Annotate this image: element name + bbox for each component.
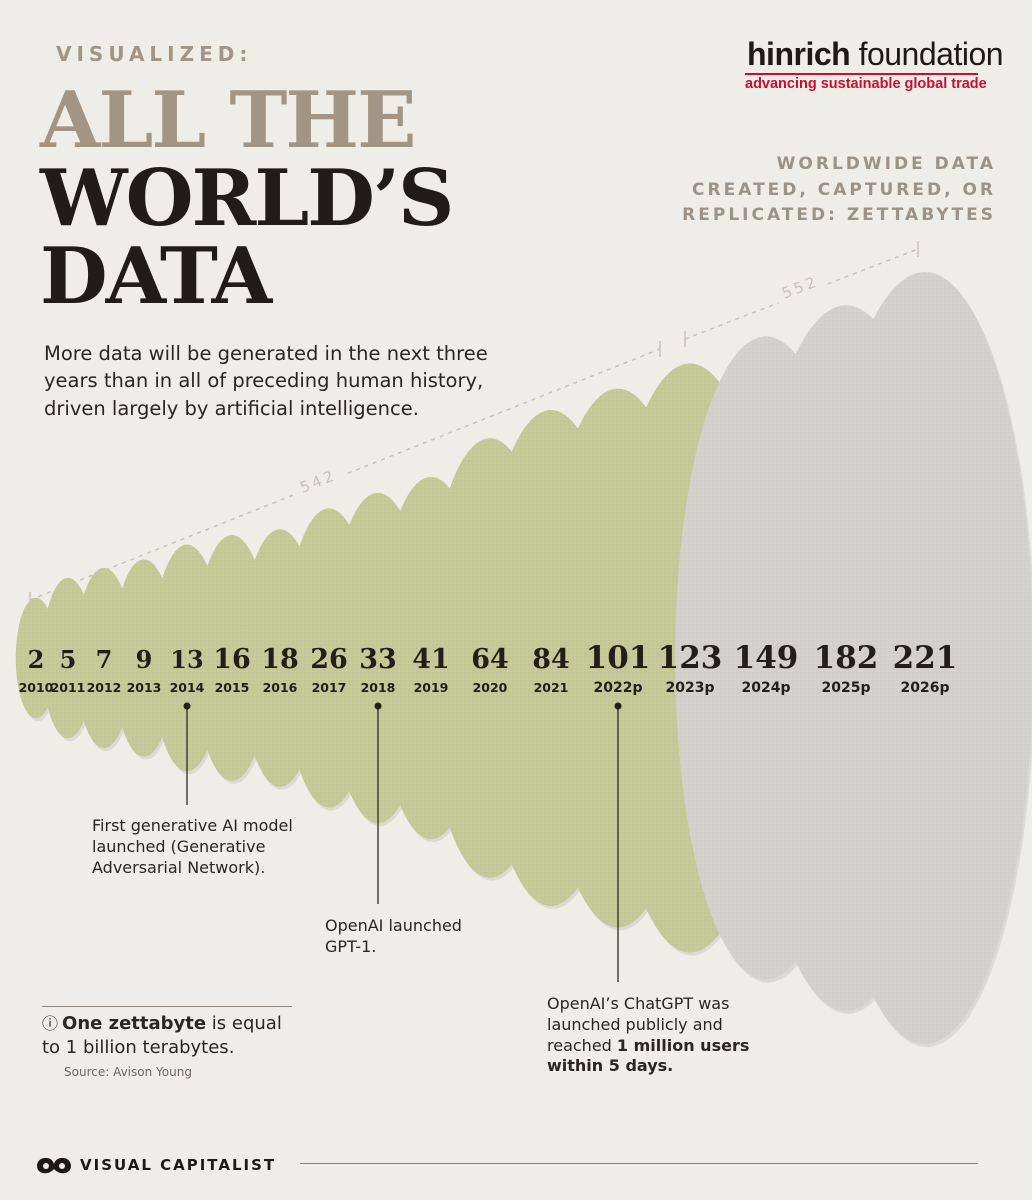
category-label: 2019 bbox=[414, 680, 449, 695]
source: Source: Avison Young bbox=[64, 1065, 192, 1079]
annotation-text: First generative AI model launched (Gene… bbox=[92, 816, 293, 877]
info-text: is equal to 1 billion terabytes. bbox=[42, 1013, 282, 1059]
annotation-text: OpenAI launched GPT-1. bbox=[325, 916, 462, 956]
category-label: 2020 bbox=[473, 680, 508, 695]
category-label: 2022p bbox=[594, 680, 643, 696]
value-label: 33 bbox=[359, 644, 397, 675]
bracket-label-bg bbox=[290, 463, 347, 502]
annotation-highlight: 1 million users within 5 days. bbox=[547, 1035, 750, 1076]
visual-capitalist-logo-icon bbox=[37, 1157, 71, 1174]
category-label: 2026p bbox=[901, 680, 950, 696]
data-bubble bbox=[816, 272, 1032, 1047]
bracket-line bbox=[684, 248, 919, 340]
bracket-label-bg bbox=[772, 269, 829, 307]
value-label: 2 bbox=[28, 645, 45, 674]
category-label: 2024p bbox=[742, 680, 791, 696]
annotation-2022: OpenAI’s ChatGPT was launched publicly a… bbox=[547, 994, 757, 1077]
value-label: 41 bbox=[412, 644, 450, 675]
annotation-2018: OpenAI launched GPT-1. bbox=[325, 916, 495, 958]
value-label: 123 bbox=[658, 640, 723, 676]
footer-divider bbox=[300, 1163, 978, 1164]
kicker: VISUALIZED: bbox=[56, 42, 253, 66]
value-label: 101 bbox=[586, 640, 651, 676]
category-label: 2018 bbox=[361, 680, 396, 695]
category-label: 2021 bbox=[534, 680, 569, 695]
category-label: 2015 bbox=[215, 680, 250, 695]
data-ellipses bbox=[15, 272, 1032, 1047]
value-label: 16 bbox=[213, 644, 251, 675]
annotation-text: OpenAI’s ChatGPT was launched publicly a… bbox=[547, 994, 730, 1055]
footer-brand: VISUAL CAPITALIST bbox=[80, 1156, 277, 1174]
intro-text: More data will be generated in the next … bbox=[44, 342, 488, 420]
sponsor-rule bbox=[745, 73, 978, 75]
unit-label: WORLDWIDE DATA CREATED, CAPTURED, OR REP… bbox=[682, 152, 996, 229]
category-label: 2010 bbox=[19, 680, 54, 695]
value-label: 9 bbox=[136, 645, 153, 674]
annotation-2014: First generative AI model launched (Gene… bbox=[92, 816, 322, 878]
annotation-leader bbox=[614, 702, 622, 982]
value-label: 182 bbox=[814, 640, 879, 676]
value-label: 26 bbox=[310, 644, 348, 675]
value-label: 18 bbox=[261, 644, 299, 675]
category-label: 2012 bbox=[87, 680, 122, 695]
info-bold: One zettabyte bbox=[62, 1013, 207, 1034]
info-icon: ⓘ bbox=[42, 1014, 59, 1033]
category-label: 2013 bbox=[127, 680, 162, 695]
value-label: 13 bbox=[170, 645, 203, 674]
unit-line: CREATED, CAPTURED, OR bbox=[692, 179, 996, 200]
value-label: 64 bbox=[471, 644, 509, 675]
category-label: 2025p bbox=[822, 680, 871, 696]
sponsor-tagline: advancing sustainable global trade bbox=[745, 76, 987, 92]
unit-line: WORLDWIDE DATA bbox=[776, 154, 996, 174]
value-label: 149 bbox=[734, 640, 799, 676]
sponsor-name-rest: foundation bbox=[850, 36, 1004, 72]
category-label: 2014 bbox=[170, 680, 205, 695]
sponsor-logo: hinrich foundation bbox=[747, 36, 1004, 73]
sponsor-name-bold: hinrich bbox=[747, 36, 851, 72]
value-label: 7 bbox=[96, 645, 113, 674]
title-line-3: DATA bbox=[40, 231, 272, 322]
bubble-texture bbox=[816, 272, 1032, 1044]
title-line-2: WORLD’S bbox=[40, 153, 454, 244]
category-label: 2017 bbox=[312, 680, 347, 695]
value-label: 221 bbox=[893, 640, 958, 676]
annotation-leader bbox=[374, 702, 382, 904]
info-box: ⓘ One zettabyte is equal to 1 billion ter… bbox=[42, 1006, 292, 1061]
value-label: 84 bbox=[532, 644, 570, 675]
category-label: 2011 bbox=[51, 680, 86, 695]
title-line-1: ALL THE bbox=[40, 75, 417, 166]
value-label: 5 bbox=[60, 645, 77, 674]
unit-line: REPLICATED: ZETTABYTES bbox=[682, 205, 996, 225]
category-label: 2023p bbox=[666, 680, 715, 696]
category-label: 2016 bbox=[263, 680, 298, 695]
annotation-leader bbox=[183, 702, 191, 805]
data-labels: 2 2010 5 2011 7 2012 9 2013 13 2014 16 2015 18 2016 26… bbox=[19, 640, 958, 696]
